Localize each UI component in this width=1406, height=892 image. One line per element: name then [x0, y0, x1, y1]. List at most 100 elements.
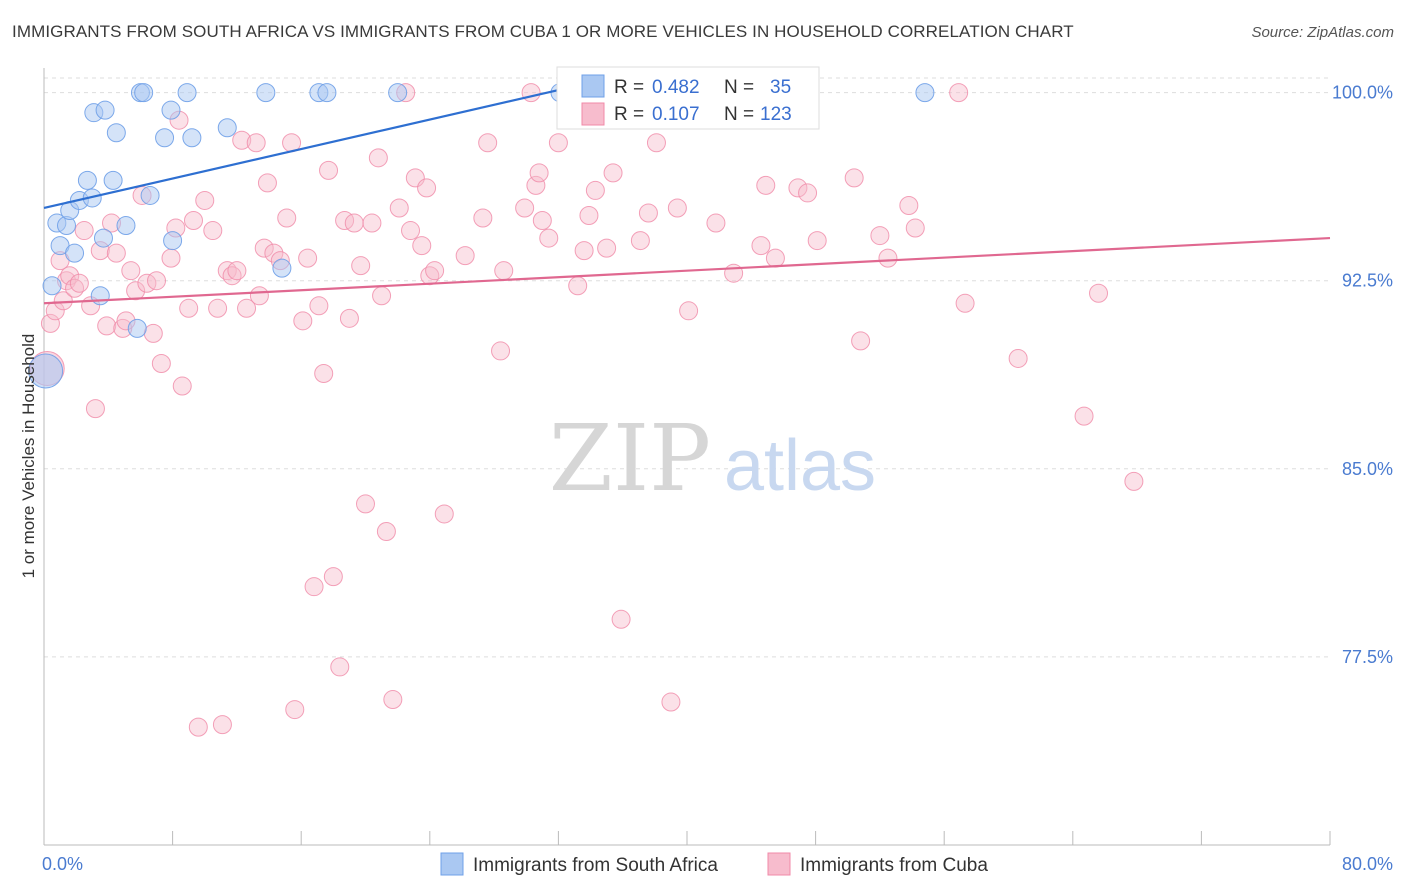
cuba-point [515, 198, 535, 218]
cuba-point [765, 248, 785, 268]
stats-legend-swatch-south-africa [581, 74, 605, 98]
cuba-point [183, 211, 203, 231]
cuba-point [529, 163, 549, 183]
cuba-point [1008, 348, 1028, 368]
cuba-point [412, 236, 432, 256]
south-africa-point [90, 286, 110, 306]
cuba-point [638, 203, 658, 223]
legend-swatch-south-africa [440, 852, 464, 876]
south-africa-point [42, 276, 62, 296]
cuba-point [237, 298, 257, 318]
cuba-point [121, 261, 141, 281]
cuba-point [254, 238, 274, 258]
cuba-point [246, 133, 266, 153]
cuba-point [724, 263, 744, 283]
south-africa-point [140, 185, 160, 205]
south-africa-point [93, 228, 113, 248]
cuba-point [106, 243, 126, 263]
cuba-point [1089, 283, 1109, 303]
cuba-point [188, 717, 208, 737]
cuba-point [195, 190, 215, 210]
cuba-point [161, 248, 181, 268]
cuba-point [1074, 406, 1094, 426]
cuba-point [344, 213, 364, 233]
cuba-point [491, 341, 511, 361]
cuba-point [126, 281, 146, 301]
south-africa-point [77, 170, 97, 190]
cuba-point [798, 183, 818, 203]
legend-label-cuba: Immigrants from Cuba [800, 855, 988, 876]
south-africa-point [163, 231, 183, 251]
south-africa-point [317, 83, 337, 103]
cuba-point [147, 271, 167, 291]
cuba-point [603, 163, 623, 183]
stats-legend-swatch-cuba [581, 102, 605, 126]
cuba-point [74, 221, 94, 241]
south-africa-point [95, 100, 115, 120]
cuba-point [401, 221, 421, 241]
cuba-point [40, 313, 60, 333]
cuba-point [1124, 471, 1144, 491]
cuba-point [661, 692, 681, 712]
cuba-point [434, 504, 454, 524]
south-africa-point [134, 83, 154, 103]
cuba-point [323, 567, 343, 587]
cuba-point [844, 168, 864, 188]
stats-n-label-0: N = [724, 77, 754, 98]
cuba-point [330, 657, 350, 677]
south-africa-point [217, 118, 237, 138]
cuba-point [526, 175, 546, 195]
cuba-point [264, 243, 284, 263]
cuba-point [630, 231, 650, 251]
cuba-point [585, 180, 605, 200]
cuba-point [314, 364, 334, 384]
axes: 77.5% 85.0% 92.5% 100.0% 0.0% 80.0% [42, 68, 1393, 874]
legend-swatch-cuba [767, 852, 791, 876]
cuba-point [339, 308, 359, 328]
cuba-point [478, 133, 498, 153]
cuba-point [97, 316, 117, 336]
cuba-point [151, 353, 171, 373]
cuba-point [807, 231, 827, 251]
watermark-zip: ZIP [549, 405, 711, 512]
cuba-point [788, 178, 808, 198]
cuba-point [756, 175, 776, 195]
cuba-point [69, 273, 89, 293]
south-africa-point [28, 353, 64, 389]
stats-r-value-0: 0.482 [652, 77, 700, 98]
cuba-point [298, 248, 318, 268]
watermark: ZIP atlas [549, 405, 876, 512]
cuba-point [611, 609, 631, 629]
cuba-point [376, 522, 396, 542]
south-africa-point [65, 243, 85, 263]
cuba-point [539, 228, 559, 248]
cuba-point [532, 211, 552, 231]
legend-label-south-africa: Immigrants from South Africa [473, 855, 718, 876]
series-legend: Immigrants from South Africa Immigrants … [440, 852, 988, 876]
south-africa-point [127, 318, 147, 338]
cuba-point [362, 213, 382, 233]
cuba-point [212, 715, 232, 735]
stats-r-label-1: R = [614, 104, 644, 125]
south-africa-point [256, 83, 276, 103]
cuba-point [955, 293, 975, 313]
cuba-point [667, 198, 687, 218]
cuba-point [905, 218, 925, 238]
south-africa-point [155, 128, 175, 148]
stats-n-value-1: 123 [760, 104, 792, 125]
south-africa-point [272, 258, 292, 278]
cuba-point [679, 301, 699, 321]
cuba-point [417, 178, 437, 198]
y-axis-label: 1 or more Vehicles in Household [19, 334, 38, 579]
cuba-point [597, 238, 617, 258]
y-tick-label: 77.5% [1342, 647, 1393, 667]
cuba-point [179, 298, 199, 318]
cuba-point [574, 241, 594, 261]
cuba-point [277, 208, 297, 228]
cuba-point [293, 311, 313, 331]
cuba-point [368, 148, 388, 168]
cuba-point [899, 195, 919, 215]
cuba-point [143, 323, 163, 343]
x-tick-label: 80.0% [1342, 854, 1393, 874]
cuba-point [304, 577, 324, 597]
